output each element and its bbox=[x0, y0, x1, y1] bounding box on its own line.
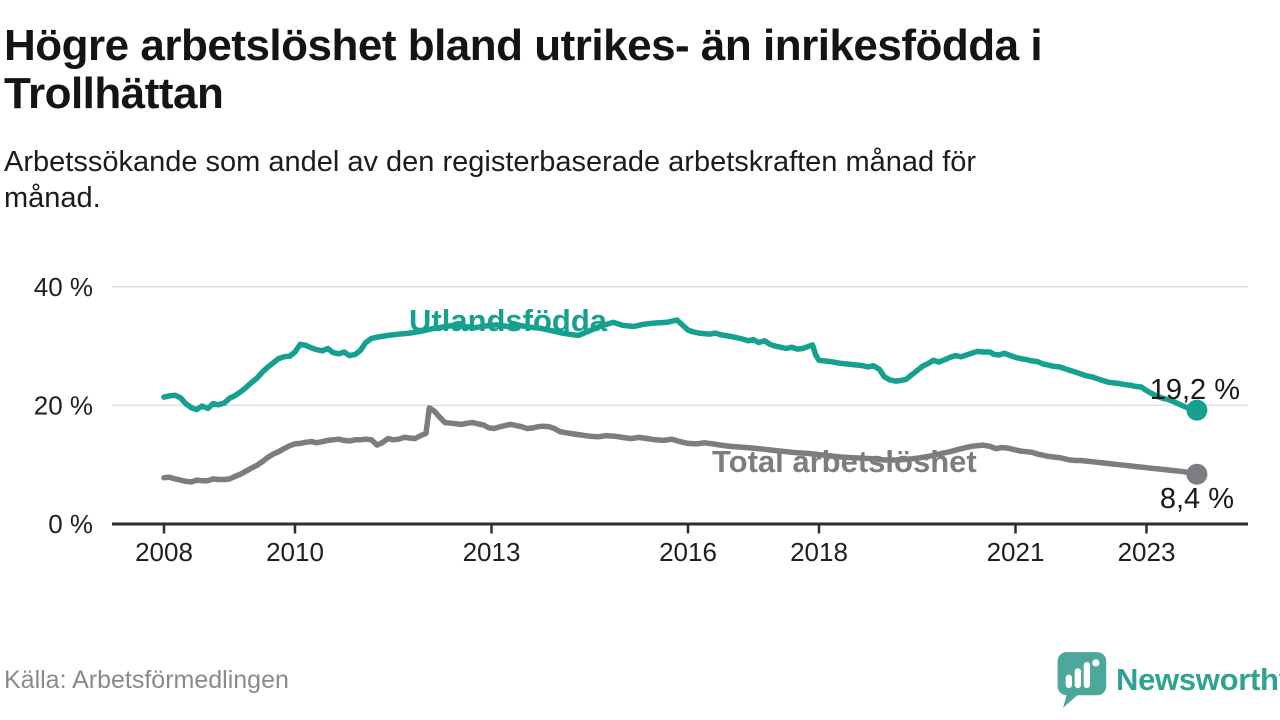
newsworthy-logo-text: Newsworthy bbox=[1116, 662, 1280, 697]
x-tick-label: 2016 bbox=[659, 537, 717, 567]
logo-bar-short bbox=[1065, 674, 1072, 689]
y-tick-label: 40 % bbox=[34, 272, 93, 302]
x-tick-label: 2013 bbox=[463, 537, 521, 567]
logo-bar-medium bbox=[1074, 668, 1081, 689]
x-tick-label: 2021 bbox=[987, 537, 1045, 567]
title-line-1: Högre arbetslöshet bland utrikes- än inr… bbox=[4, 21, 1043, 70]
x-tick-label: 2008 bbox=[135, 537, 193, 567]
series-name-label: Total arbetslöshet bbox=[712, 444, 977, 479]
y-tick-label: 0 % bbox=[48, 509, 93, 539]
series-name-label: Utlandsfödda bbox=[409, 303, 608, 338]
logo-speech-bubble bbox=[1057, 652, 1107, 708]
page-title: Högre arbetslöshet bland utrikes- än inr… bbox=[4, 22, 1254, 118]
chart-header: Högre arbetslöshet bland utrikes- än inr… bbox=[4, 22, 1254, 216]
newsworthy-logo: Newsworthy bbox=[1054, 650, 1280, 710]
series-end-dot bbox=[1186, 463, 1208, 485]
source-note: Källa: Arbetsförmedlingen bbox=[4, 666, 289, 694]
series-end-dot bbox=[1186, 399, 1208, 421]
x-tick-label: 2023 bbox=[1118, 537, 1176, 567]
series-line-utlandsfodda bbox=[161, 317, 1200, 413]
subtitle-line-2: månad. bbox=[4, 182, 101, 214]
series-end-value-label: 19,2 % bbox=[1150, 374, 1240, 406]
subtitle-line-1: Arbetssökande som andel av den registerb… bbox=[4, 146, 977, 178]
logo-bar-tall bbox=[1083, 662, 1090, 689]
newsworthy-logo-icon bbox=[1057, 652, 1107, 708]
x-tick-label: 2010 bbox=[266, 537, 324, 567]
y-tick-label: 20 % bbox=[34, 390, 93, 420]
x-tick-label: 2018 bbox=[790, 537, 848, 567]
series-end-value-label: 8,4 % bbox=[1160, 483, 1234, 515]
logo-exclamation-dot bbox=[1092, 659, 1100, 667]
title-line-2: Trollhättan bbox=[4, 69, 224, 118]
chart-subtitle: Arbetssökande som andel av den registerb… bbox=[4, 144, 1254, 216]
series-line-total bbox=[161, 405, 1200, 485]
